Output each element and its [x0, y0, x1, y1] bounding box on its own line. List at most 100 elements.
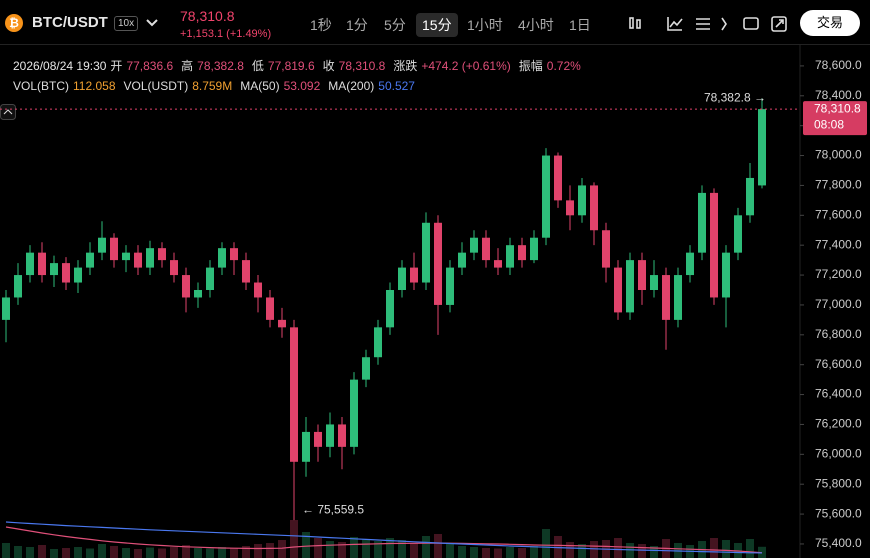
y-tick-label: 78,000.0 [815, 148, 862, 162]
extreme-label: ← 75,559.5 [302, 502, 364, 516]
volume-bar [14, 546, 22, 558]
volume-bar [206, 548, 214, 558]
candle-body [422, 222, 430, 283]
ohlc-label: 高 [181, 59, 194, 73]
collapse-button[interactable] [0, 104, 16, 120]
trade-button[interactable]: 交易 [800, 10, 860, 36]
volume-bar [290, 520, 298, 558]
volume-bar [326, 541, 334, 558]
timeframe[interactable]: 1小时 [467, 17, 503, 33]
volume-bar [230, 548, 238, 558]
volume-bar [446, 543, 454, 558]
dropdown-icon[interactable] [146, 18, 158, 28]
leverage[interactable]: 10x [114, 16, 139, 31]
volume-bar [50, 549, 58, 558]
candle-body [86, 252, 94, 268]
last-price: 78,310.8 [180, 8, 235, 24]
volume-bar [218, 547, 226, 558]
volume-bar [410, 543, 418, 558]
volume-bar [182, 545, 190, 558]
ohlc-label: 收 [322, 59, 335, 73]
y-tick-label: 77,200.0 [815, 267, 862, 281]
candle-body [494, 260, 502, 268]
volume-bar [86, 548, 94, 558]
candle-body [458, 252, 466, 268]
ohlc-label: 振幅 [518, 59, 543, 73]
candle-body [338, 424, 346, 447]
volume-bar [122, 548, 130, 558]
timeframe[interactable]: 1秒 [310, 17, 332, 33]
volume-bar [566, 542, 574, 558]
timeframe[interactable]: 4小时 [518, 17, 554, 33]
ma200-line [5, 521, 763, 554]
indicator-value: 8.759M [192, 79, 233, 93]
price-change: +1,153.1 (+1.49%) [180, 28, 272, 40]
candle-body [614, 267, 622, 313]
svg-text:₿: ₿ [9, 16, 19, 30]
candle-body [278, 319, 286, 328]
volume-bar [578, 544, 586, 558]
ohlc-value: +474.2 (+0.61%) [421, 59, 511, 73]
volume-bar [542, 529, 550, 558]
ohlc-label: 低 [251, 59, 264, 73]
timeframe[interactable]: 5分 [384, 17, 406, 33]
y-tick-label: 76,800.0 [815, 327, 862, 341]
volume-bar [434, 534, 442, 558]
last-price-box [803, 101, 867, 136]
indicator-row: VOL(BTC) 112.058 VOL(USDT) 8.759M MA(50) 53.0… [0, 79, 423, 93]
candle-body [482, 237, 490, 261]
volume-bar [386, 538, 394, 558]
candle-body [242, 260, 250, 283]
candle-body [758, 109, 766, 186]
candle-body [446, 267, 454, 305]
candle-body [326, 424, 334, 447]
volume-bar [338, 542, 346, 558]
last-price-label: 78,310.8 [814, 101, 861, 115]
volume-bar [590, 541, 598, 558]
volume-bar [398, 540, 406, 558]
candle-body [50, 263, 58, 276]
candle-body [74, 267, 82, 283]
volume-bar [350, 537, 358, 558]
toolbar-icons[interactable] [626, 14, 806, 34]
y-tick-label: 75,800.0 [815, 476, 862, 490]
symbol[interactable]: BTC/USDT [32, 14, 108, 31]
volume-bar [482, 548, 490, 558]
volume-bar [518, 548, 526, 558]
ma50-line [5, 526, 763, 554]
candle-body [98, 237, 106, 253]
indicator-label: VOL(BTC) [13, 79, 70, 93]
candle-body [38, 252, 46, 276]
y-tick-label: 77,400.0 [815, 237, 862, 251]
volume-bar [458, 546, 466, 558]
candle-body [590, 185, 598, 231]
candle-body [746, 177, 754, 216]
indicator-value: 112.058 [73, 79, 116, 93]
candle-body [602, 230, 610, 268]
volume-bar [158, 548, 166, 558]
candle-body [566, 200, 574, 216]
candle-body [146, 248, 154, 268]
candle-body [410, 267, 418, 283]
ohlc-value: 77,819.6 [267, 59, 315, 73]
volume-bar [62, 548, 70, 558]
volume-bar [278, 540, 286, 558]
y-tick-label: 78,600.0 [815, 58, 862, 72]
volume-bar [314, 538, 322, 558]
ohlc-row: 2026/08/24 19:30 开 77,836.6 高 78,382.8 低 77,81… [0, 57, 589, 74]
y-tick-label: 77,000.0 [815, 297, 862, 311]
timeframe[interactable]: 1日 [569, 17, 591, 33]
timeframe[interactable]: 15分 [416, 13, 458, 37]
candle-body [374, 327, 382, 358]
volume-bar [266, 543, 274, 558]
timeframe[interactable]: 1分 [346, 17, 368, 33]
candle-body [134, 252, 142, 268]
candle-body [434, 222, 442, 305]
candle-body [686, 252, 694, 276]
header: ₿ BTC/USDT 10x 78,310.8 +1,153.1 (+1.49%… [0, 0, 870, 45]
candle-body [530, 237, 538, 261]
candle-body [722, 252, 730, 298]
candle-body [578, 185, 586, 216]
volume-bar [194, 548, 202, 558]
